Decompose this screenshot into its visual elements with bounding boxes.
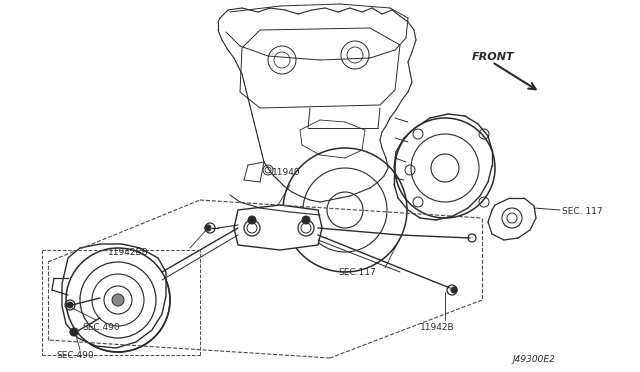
Circle shape [112, 294, 124, 306]
Text: 11942BB: 11942BB [108, 248, 148, 257]
Text: SEC.490: SEC.490 [82, 323, 120, 332]
Text: SEC.117: SEC.117 [338, 268, 376, 277]
Text: FRONT: FRONT [472, 52, 515, 62]
Circle shape [112, 294, 124, 306]
Circle shape [248, 216, 256, 224]
Text: 11940: 11940 [272, 168, 301, 177]
Text: 11942B: 11942B [420, 323, 454, 332]
Polygon shape [62, 244, 166, 348]
Circle shape [67, 302, 73, 308]
Circle shape [451, 287, 457, 293]
Circle shape [302, 216, 310, 224]
Polygon shape [234, 205, 322, 250]
Text: SEC. 117: SEC. 117 [562, 208, 603, 217]
Circle shape [70, 328, 78, 336]
Circle shape [205, 225, 211, 231]
Text: SEC.490: SEC.490 [56, 351, 93, 360]
Text: J49300E2: J49300E2 [512, 355, 555, 364]
